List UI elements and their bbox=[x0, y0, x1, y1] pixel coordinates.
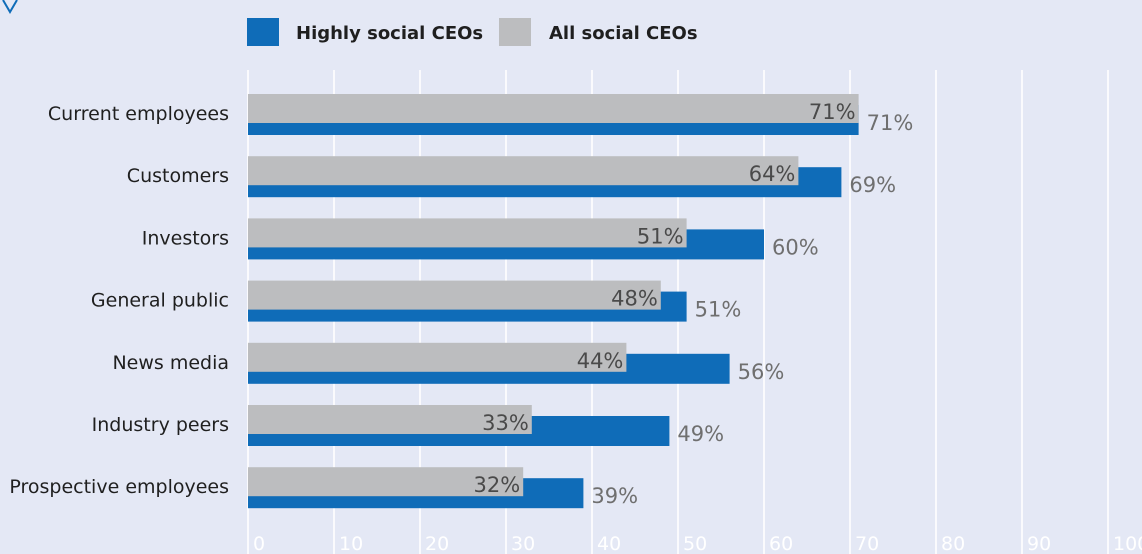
tick-label-100: 100 bbox=[1113, 533, 1142, 554]
data-label-all-social-industry-peers: 33% bbox=[482, 411, 529, 435]
bar-all-social-current-employees bbox=[248, 94, 859, 123]
category-label-current-employees: Current employees bbox=[48, 103, 229, 125]
category-label-prospective-employees: Prospective employees bbox=[9, 476, 229, 498]
tick-label-90: 90 bbox=[1027, 533, 1051, 554]
data-label-highly-social-news-media: 56% bbox=[738, 360, 785, 384]
category-labels: Current employees Customers Investors Gener… bbox=[9, 103, 229, 498]
legend-swatch-highly-social bbox=[247, 18, 279, 46]
bar-all-social-industry-peers bbox=[248, 405, 532, 434]
category-label-customers: Customers bbox=[127, 165, 229, 187]
data-label-all-social-prospective-employees: 32% bbox=[474, 473, 521, 497]
bar-all-social-general-public bbox=[248, 280, 661, 310]
bars bbox=[248, 94, 859, 509]
data-labels: 71% 71% 64% 69% 51% 60% 48% 51% 44% 56% 33% 49% 32% 3… bbox=[474, 100, 914, 508]
category-label-investors: Investors bbox=[142, 227, 229, 249]
bar-all-social-news-media bbox=[248, 342, 627, 372]
tick-label-70: 70 bbox=[855, 533, 879, 554]
legend-label-all-social: All social CEOs bbox=[549, 23, 698, 44]
data-label-all-social-investors: 51% bbox=[637, 224, 684, 248]
data-label-highly-social-customers: 69% bbox=[849, 173, 896, 197]
data-label-highly-social-industry-peers: 49% bbox=[677, 422, 724, 446]
data-label-all-social-current-employees: 71% bbox=[809, 100, 856, 124]
data-label-highly-social-general-public: 51% bbox=[695, 298, 742, 322]
data-label-all-social-general-public: 48% bbox=[611, 287, 658, 311]
chevron-down-icon bbox=[2, 0, 18, 14]
bar-all-social-prospective-employees bbox=[248, 467, 524, 497]
tick-label-50: 50 bbox=[683, 533, 707, 554]
data-label-all-social-news-media: 44% bbox=[577, 349, 624, 373]
tick-label-80: 80 bbox=[941, 533, 965, 554]
category-label-general-public: General public bbox=[91, 290, 229, 312]
data-label-highly-social-prospective-employees: 39% bbox=[591, 484, 638, 508]
tick-label-30: 30 bbox=[511, 533, 535, 554]
category-label-industry-peers: Industry peers bbox=[92, 414, 229, 436]
legend: Highly social CEOs All social CEOs bbox=[247, 18, 698, 46]
tick-label-10: 10 bbox=[339, 533, 363, 554]
tick-label-40: 40 bbox=[597, 533, 621, 554]
bar-all-social-customers bbox=[248, 156, 799, 186]
legend-label-highly-social: Highly social CEOs bbox=[296, 23, 483, 44]
data-label-all-social-customers: 64% bbox=[749, 162, 796, 186]
x-axis-ticks: 0 10 20 30 40 50 60 70 80 90 100 bbox=[253, 533, 1142, 554]
tick-label-60: 60 bbox=[769, 533, 793, 554]
category-label-news-media: News media bbox=[112, 352, 229, 374]
data-label-highly-social-investors: 60% bbox=[772, 235, 819, 259]
tick-label-0: 0 bbox=[253, 533, 265, 554]
legend-swatch-all-social bbox=[499, 18, 531, 46]
tick-label-20: 20 bbox=[425, 533, 449, 554]
data-label-highly-social-current-employees: 71% bbox=[867, 111, 914, 135]
bar-all-social-investors bbox=[248, 218, 687, 248]
